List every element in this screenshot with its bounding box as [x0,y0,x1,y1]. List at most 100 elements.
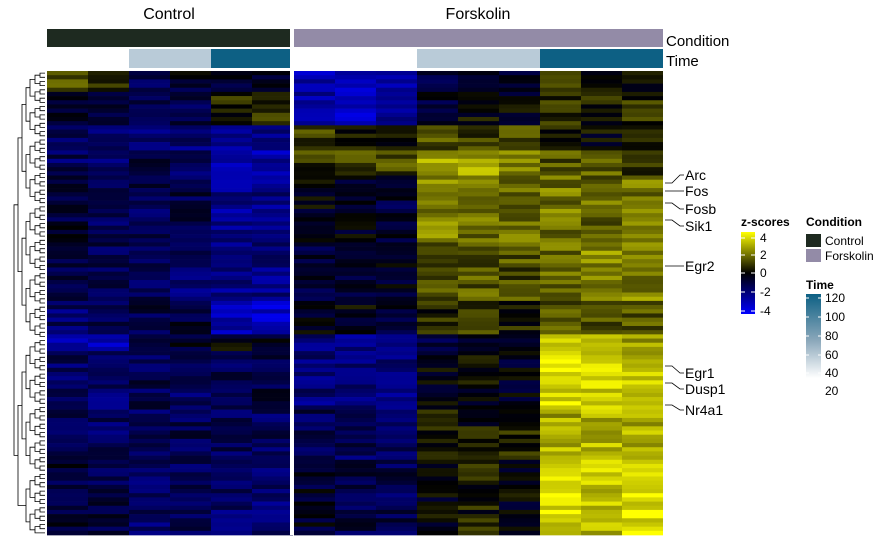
heatmap-cell [129,338,170,344]
heatmap-cell [540,472,581,477]
heatmap-cell [376,158,417,164]
heatmap-cell [581,83,622,89]
heatmap-cell [622,91,663,97]
heatmap-cell [581,150,622,155]
heatmap-cell [540,108,581,114]
dendrogram-branch [29,513,35,531]
heatmap-cell [47,330,88,335]
dendrogram-branch [25,87,30,122]
heatmap-cell [335,146,376,151]
heatmap-cell [88,489,129,494]
heatmap-cell [88,405,129,410]
heatmap-cell [47,376,88,381]
heatmap-cell [88,522,129,527]
heatmap-cell [581,325,622,331]
heatmap-cell [581,280,622,285]
heatmap-cell [581,346,622,352]
heatmap-cell [294,388,335,394]
heatmap-cell [294,129,335,135]
heatmap-cell [129,514,170,519]
heatmap-cell [499,526,540,532]
heatmap-cell [294,342,335,348]
heatmap-cell [335,443,376,448]
heatmap-cell [622,342,663,348]
heatmap-cell [376,321,417,327]
dendrogram-branch [39,515,45,521]
heatmap-cell [499,505,540,511]
heatmap-cell [47,413,88,419]
heatmap-cell [540,254,581,260]
heatmap-cell [499,426,540,431]
heatmap-cell [540,263,581,268]
heatmap-cell [170,526,211,532]
heatmap-cell [581,108,622,114]
heatmap-cell [622,451,663,456]
heatmap-cell [211,363,252,369]
heatmap-cell [376,401,417,406]
heatmap-cell [129,346,170,352]
heatmap-cell [47,146,88,151]
heatmap-cell [417,171,458,176]
heatmap-cell [458,426,499,431]
heatmap-cell [499,125,540,130]
heatmap-cell [499,296,540,302]
dendrogram-branch [39,507,45,513]
heatmap-cell [499,417,540,423]
heatmap-cell [129,401,170,406]
heatmap-cell [335,405,376,410]
group-title-control: Control [143,6,195,23]
heatmap-cell [335,459,376,465]
heatmap-cell [211,79,252,84]
heatmap-cell [88,409,129,415]
heatmap-cell [170,443,211,448]
heatmap-cell [211,121,252,126]
heatmap-cell [88,125,129,130]
heatmap-cell [622,430,663,436]
heatmap-cell [622,259,663,264]
heatmap-cell [294,208,335,214]
heatmap-cell [88,330,129,335]
heatmap-cell [581,351,622,356]
heatmap-cell [129,438,170,444]
heatmap-cell [376,121,417,126]
heatmap-cell [47,133,88,139]
heatmap-cell [88,221,129,227]
heatmap-cell [417,384,458,390]
heatmap-cell [335,204,376,210]
heatmap-cell [581,355,622,360]
heatmap-cell [47,296,88,302]
heatmap-cell [294,459,335,465]
gene-label: Fos [685,183,708,199]
heatmap-cell [170,388,211,394]
heatmap-cell [252,422,293,427]
dendrogram-branch [34,175,40,185]
heatmap-cell [170,154,211,160]
heatmap-cell [252,254,293,260]
heatmap-cell [581,459,622,465]
group-title-forskolin: Forskolin [446,6,511,23]
heatmap-cell [417,179,458,185]
heatmap-cell [47,162,88,168]
heatmap-cell [417,87,458,93]
heatmap-cell [581,305,622,310]
heatmap-cell [170,121,211,126]
heatmap-cell [540,413,581,419]
heatmap-cell [88,179,129,185]
annotation-label-condition: Condition [666,33,729,50]
heatmap-cell [622,116,663,122]
heatmap-cell [211,250,252,256]
heatmap-cell [622,480,663,486]
heatmap-cell [581,480,622,486]
heatmap-cell [88,175,129,181]
heatmap-cell [335,271,376,277]
dendrogram-branch [34,141,40,151]
heatmap-cell [88,75,129,80]
heatmap-cell [417,196,458,201]
heatmap-cell [376,71,417,76]
heatmap-cell [170,463,211,469]
heatmap-cell [376,447,417,452]
heatmap-cell [335,447,376,452]
heatmap-cell [499,250,540,256]
heatmap-cell [294,325,335,331]
